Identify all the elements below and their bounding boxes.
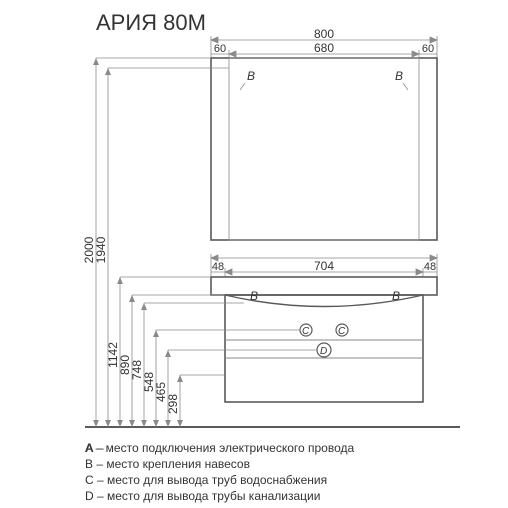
marker-b: B bbox=[395, 69, 403, 83]
dim-label: 48 bbox=[424, 261, 436, 273]
marker-b: B bbox=[247, 69, 255, 83]
legend-d: D – место для вывода трубы канализации bbox=[85, 489, 320, 503]
dim-label: 704 bbox=[314, 259, 334, 273]
product-title: АРИЯ 80М bbox=[96, 10, 206, 35]
dim-label: 680 bbox=[314, 41, 334, 55]
dim-label: 800 bbox=[314, 27, 334, 41]
marker-d: D bbox=[320, 346, 327, 357]
marker-c: C bbox=[302, 326, 310, 337]
legend-b: B – место крепления навесов bbox=[85, 457, 250, 471]
dim-label: 298 bbox=[166, 394, 180, 414]
marker-b: B bbox=[250, 289, 258, 303]
legend-c: C – место для вывода труб водоснабжения bbox=[85, 473, 327, 487]
technical-drawing: АРИЯ 80М 800 60 680 60 B B bbox=[0, 0, 508, 508]
legend-a: A – место подключения электрического про… bbox=[85, 441, 354, 455]
dim-label: 48 bbox=[212, 261, 224, 273]
dim-label: 1940 bbox=[94, 236, 108, 263]
dim-label: 60 bbox=[214, 43, 226, 55]
marker-c: C bbox=[338, 326, 346, 337]
marker-b: B bbox=[392, 289, 400, 303]
dim-label: 60 bbox=[422, 43, 434, 55]
